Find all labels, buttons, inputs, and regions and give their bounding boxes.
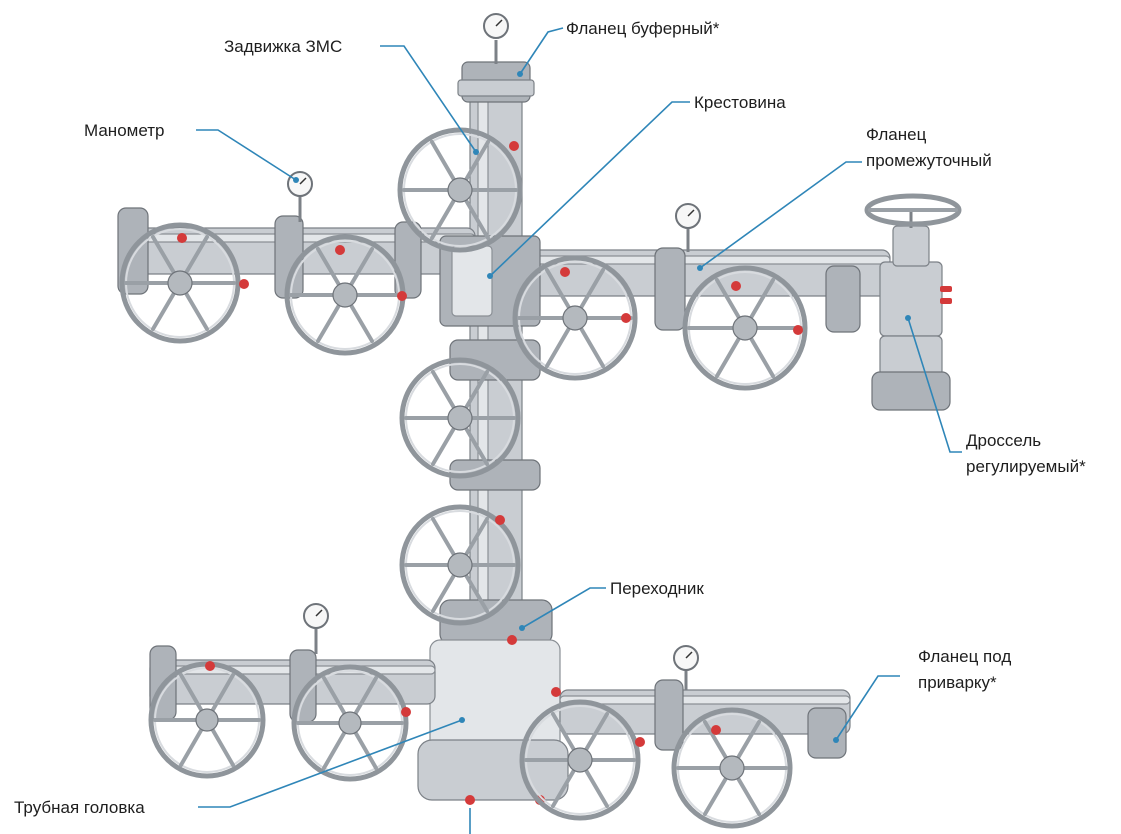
leader-trubnaya-golovka [198,719,463,808]
buffer-flange [457,13,535,103]
leader-lines [196,27,962,834]
handwheel [519,699,641,821]
tubing-head [417,639,569,805]
handwheel [284,234,406,356]
handwheel [399,504,521,626]
label-perekhodnik: Переходник [610,579,704,598]
label-trubnaya-golovka: Трубная головка [14,798,145,817]
leader-zadvizhka [380,45,477,153]
label-flanec-promezhutochnyi-line2: промежуточный [866,151,992,170]
red-bolts [177,141,803,747]
label-krestovina: Крестовина [694,93,786,112]
label-drossel-line1: Дроссель [966,431,1041,450]
handwheel [397,127,523,253]
handwheel [119,222,241,344]
label-drossel-line2: регулируемый* [966,457,1086,476]
handwheel [291,664,409,782]
label-flanec-promezhutochnyi-line1: Фланец [866,125,927,144]
label-flanec-bufernyi: Фланец буферный* [566,19,720,38]
gauge-upper-left [287,171,313,222]
leader-manometr [196,129,297,181]
label-flanec-pod-privarku-line1: Фланец под [918,647,1011,666]
gauge-lower-right [673,645,699,690]
handwheel [399,357,521,479]
gauge-upper-right [675,203,701,252]
handwheel [671,707,793,829]
leader-perekhodnik [521,587,606,629]
callout-labels: Задвижка ЗМС Фланец буферный* Крестовина… [14,19,1086,817]
label-zadvizhka-zms: Задвижка ЗМС [224,37,342,56]
leader-krestovina [489,101,690,277]
leader-drossel [907,317,962,453]
weld-flange [807,707,847,759]
leader-flanec-promezhutochnyi [699,161,862,269]
choke-body [864,193,962,411]
label-flanec-pod-privarku-line2: приварку* [918,673,997,692]
wellhead-illustration [117,13,962,829]
handwheel [682,265,808,391]
leader-flanec-bufernyi [519,27,564,75]
gauge-lower-left [303,603,329,654]
leader-flanec-pod-privarku [835,675,900,741]
label-manometr: Манометр [84,121,164,140]
